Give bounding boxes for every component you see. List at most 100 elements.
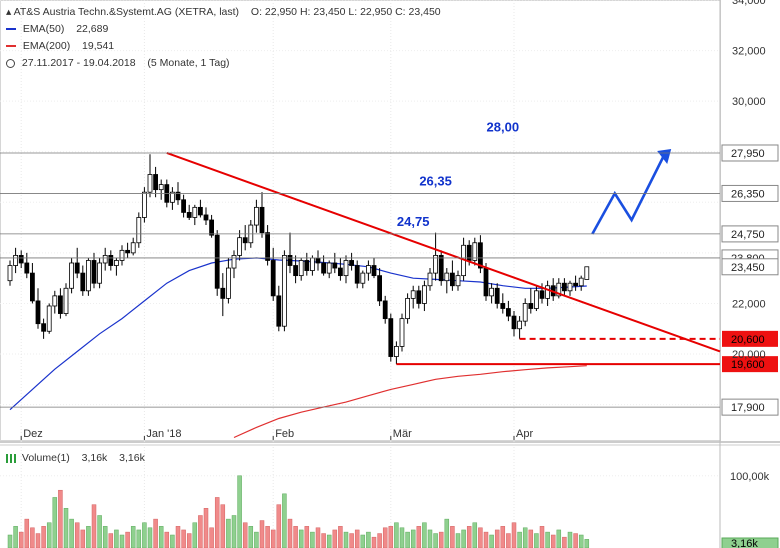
candle-body bbox=[102, 255, 108, 264]
volume-bar bbox=[86, 526, 91, 548]
ema50-value: 22,689 bbox=[76, 23, 109, 35]
volume-bar bbox=[332, 529, 338, 548]
volume-bar bbox=[371, 536, 377, 548]
candle-body bbox=[265, 232, 271, 261]
candle-body bbox=[377, 275, 383, 302]
volume-bar bbox=[254, 531, 259, 548]
candle-body bbox=[421, 285, 427, 304]
volume-bar bbox=[24, 518, 30, 548]
candle-body bbox=[74, 262, 80, 274]
candle-body bbox=[309, 257, 315, 271]
y-tick-label: 30,000 bbox=[732, 96, 766, 108]
candle-body bbox=[584, 266, 590, 280]
candle-body bbox=[321, 262, 327, 274]
candle-body bbox=[119, 249, 125, 261]
period-note: (5 Monate, 1 Tag) bbox=[147, 57, 230, 69]
volume-bar bbox=[304, 526, 310, 548]
volume-bar bbox=[349, 533, 354, 548]
candle-body bbox=[153, 174, 159, 191]
annotations: 28,00 26,35 24,75 bbox=[397, 120, 519, 229]
candle-body bbox=[125, 249, 130, 254]
candle-body bbox=[494, 287, 500, 304]
candle-body bbox=[242, 237, 248, 244]
candle-body bbox=[573, 282, 578, 287]
volume-legend: Volume(1) 3,16k 3,16k bbox=[6, 452, 145, 464]
y-tick-label: 34,000 bbox=[732, 0, 766, 7]
volume-bar bbox=[321, 533, 326, 548]
candle-body bbox=[483, 267, 489, 297]
candle-body bbox=[114, 260, 119, 266]
candle-body bbox=[18, 255, 24, 264]
candle-body bbox=[24, 262, 30, 274]
candle-body bbox=[517, 320, 522, 330]
volume-bar bbox=[41, 526, 46, 548]
ema50-series bbox=[9, 257, 587, 411]
volume-bar bbox=[450, 526, 455, 548]
volume-bar bbox=[444, 518, 450, 548]
volume-bar bbox=[142, 522, 147, 548]
volume-bar bbox=[186, 533, 192, 548]
ema200-label: EMA(200) bbox=[22, 40, 71, 52]
chevron-icon[interactable]: ▴ bbox=[6, 6, 12, 18]
candle-body bbox=[270, 260, 276, 297]
volume-bar bbox=[338, 526, 343, 548]
legend-ohlc: O: 22,950 H: 23,450 L: 22,950 C: 23,450 bbox=[250, 6, 441, 18]
candle-body bbox=[489, 287, 495, 297]
candle-body bbox=[13, 255, 19, 266]
volume-bar bbox=[360, 534, 366, 548]
x-tick-label: Feb bbox=[275, 428, 294, 440]
candle-body bbox=[326, 262, 332, 274]
candle-body bbox=[337, 267, 343, 277]
candle-body bbox=[130, 242, 136, 254]
candle-body bbox=[293, 265, 299, 277]
volume-bar bbox=[276, 504, 282, 548]
candle-body bbox=[410, 290, 416, 299]
vol-tick-label: 100,00k bbox=[730, 471, 770, 483]
x-tick-label: Apr bbox=[516, 428, 533, 440]
volume-value-2: 3,16k bbox=[119, 452, 145, 464]
candle-body bbox=[304, 260, 310, 271]
candle-body bbox=[349, 260, 355, 266]
x-tick-label: Mär bbox=[393, 428, 412, 440]
volume-bar bbox=[556, 529, 562, 548]
volume-bar bbox=[410, 529, 416, 548]
candle-body bbox=[147, 174, 153, 193]
volume-bar bbox=[343, 531, 349, 548]
volume-bar bbox=[433, 533, 438, 548]
ema50-swatch-icon bbox=[6, 28, 16, 31]
candle-body bbox=[158, 184, 164, 191]
candle-body bbox=[438, 255, 444, 282]
vol-last-label: 3,16k bbox=[731, 538, 758, 548]
volume-bar bbox=[388, 526, 394, 548]
candle-body bbox=[534, 290, 539, 309]
y-tick-label: 20,000 bbox=[732, 349, 766, 361]
candle-body bbox=[360, 272, 366, 284]
candle-body bbox=[528, 303, 534, 309]
candle-body bbox=[505, 308, 511, 317]
candle-body bbox=[136, 217, 142, 244]
candle-body bbox=[556, 282, 562, 297]
volume-label: Volume(1) bbox=[21, 452, 70, 464]
candle-body bbox=[80, 272, 86, 292]
volume-bar bbox=[220, 504, 226, 548]
volume-bar bbox=[522, 527, 528, 548]
volume-bar bbox=[354, 529, 360, 548]
volume-bar bbox=[416, 526, 422, 548]
level-box bbox=[721, 144, 779, 162]
volume-bar bbox=[80, 529, 86, 548]
chart-legend: ▴ AT&S Austria Techn.&Systemt.AG (XETRA,… bbox=[6, 4, 441, 72]
candle-body bbox=[382, 300, 388, 320]
target-annotation: 28,00 bbox=[487, 120, 520, 135]
candle-body bbox=[477, 242, 483, 269]
candle-body bbox=[86, 260, 91, 292]
volume-bar bbox=[517, 531, 522, 548]
volume-bar bbox=[214, 497, 220, 548]
period-range: 27.11.2017 - 19.04.2018 bbox=[21, 57, 136, 69]
volume-bar bbox=[506, 533, 511, 548]
candle-body bbox=[545, 285, 550, 299]
candle-body bbox=[203, 214, 209, 221]
volume-bar bbox=[326, 534, 332, 548]
candle-body bbox=[253, 206, 259, 226]
